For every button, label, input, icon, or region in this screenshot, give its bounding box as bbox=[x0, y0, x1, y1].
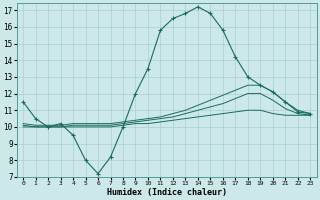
X-axis label: Humidex (Indice chaleur): Humidex (Indice chaleur) bbox=[107, 188, 227, 197]
